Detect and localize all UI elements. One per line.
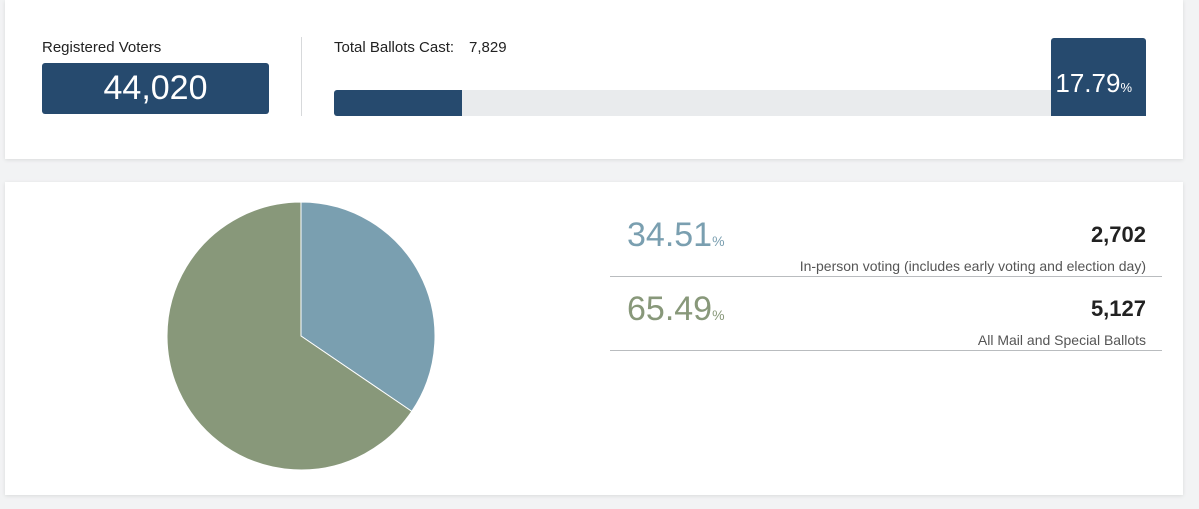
in-person-percent-sign: % <box>712 233 725 249</box>
ballot-breakdown-card: 34.51% 2,702 In-person voting (includes … <box>5 182 1183 495</box>
registered-voters-value: 44,020 <box>42 63 269 114</box>
turnout-summary-card: Registered Voters 44,020 Total Ballots C… <box>5 0 1183 159</box>
mail-percent-sign: % <box>712 307 725 323</box>
total-ballots-label: Total Ballots Cast: <box>334 39 455 56</box>
registered-voters-label: Registered Voters <box>42 39 162 56</box>
turnout-progress-fill <box>334 90 462 116</box>
divider <box>301 37 302 116</box>
breakdown-row-mail: 65.49% 5,127 All Mail and Special Ballot… <box>610 276 1162 351</box>
mail-description: All Mail and Special Ballots <box>977 332 1146 348</box>
turnout-percent: 17.79% <box>1055 68 1132 99</box>
in-person-percent: 34.51% <box>627 216 725 255</box>
turnout-percent-number: 17.79 <box>1055 68 1121 98</box>
mail-count: 5,127 <box>1090 296 1146 321</box>
pie-slice-in-person <box>300 201 436 413</box>
turnout-percent-sign: % <box>1120 80 1132 95</box>
turnout-percent-badge: 17.79% <box>1051 38 1146 116</box>
turnout-progress-bar <box>334 90 1052 116</box>
total-ballots-value: 7,829 <box>469 39 507 56</box>
mail-percent: 65.49% <box>627 290 725 329</box>
in-person-count: 2,702 <box>1090 222 1146 247</box>
pie-slice-mail <box>166 201 413 471</box>
breakdown-row-in-person: 34.51% 2,702 In-person voting (includes … <box>610 202 1162 277</box>
in-person-percent-number: 34.51 <box>627 216 713 254</box>
in-person-description: In-person voting (includes early voting … <box>799 258 1146 274</box>
mail-percent-number: 65.49 <box>627 290 713 328</box>
ballot-type-pie-chart <box>166 201 436 471</box>
